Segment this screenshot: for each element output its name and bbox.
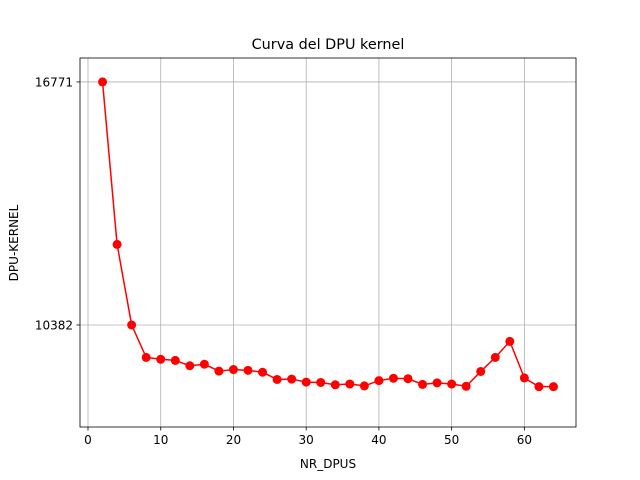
x-tick-label: 40 [371, 433, 386, 447]
series-layer [98, 77, 558, 392]
data-point [185, 361, 195, 371]
data-point [272, 374, 282, 384]
data-point [112, 239, 122, 249]
data-point [374, 376, 384, 386]
data-point [258, 367, 268, 377]
data-point [228, 365, 238, 375]
data-point [301, 377, 311, 387]
x-tick-label: 60 [517, 433, 532, 447]
data-point [243, 365, 253, 375]
grid-lines [80, 58, 576, 427]
data-point [505, 336, 515, 346]
data-point [214, 366, 224, 376]
x-tick-label: 30 [299, 433, 314, 447]
data-point [156, 354, 166, 364]
data-point [127, 320, 137, 330]
x-tick-label: 50 [444, 433, 459, 447]
data-point [432, 378, 442, 388]
x-axis-label: NR_DPUS [300, 457, 356, 471]
data-point [548, 382, 558, 392]
x-tick-label: 20 [226, 433, 241, 447]
data-point [519, 373, 529, 383]
data-point [534, 382, 544, 392]
data-point [403, 374, 413, 384]
y-tick-label: 10382 [35, 318, 73, 332]
data-point [359, 381, 369, 391]
chart-title: Curva del DPU kernel [252, 37, 405, 53]
data-point [170, 355, 180, 365]
data-point [490, 352, 500, 362]
data-point [98, 77, 108, 87]
y-tick-label: 16771 [35, 75, 73, 89]
axis-ticks: 0 10 20 30 40 50 60 10382 16771 [35, 75, 532, 447]
data-point [330, 380, 340, 390]
data-point [388, 373, 398, 383]
data-point [287, 374, 297, 384]
x-tick-label: 10 [153, 433, 168, 447]
data-point [345, 379, 355, 389]
data-point [199, 359, 209, 369]
data-point [141, 352, 151, 362]
data-point [316, 377, 326, 387]
x-tick-label: 0 [84, 433, 92, 447]
data-point [418, 379, 428, 389]
y-axis-label: DPU-KERNEL [7, 204, 21, 281]
plot-frame [79, 57, 577, 428]
data-point [447, 379, 457, 389]
data-point [476, 366, 486, 376]
data-point [461, 381, 471, 391]
plot-background [80, 58, 576, 427]
